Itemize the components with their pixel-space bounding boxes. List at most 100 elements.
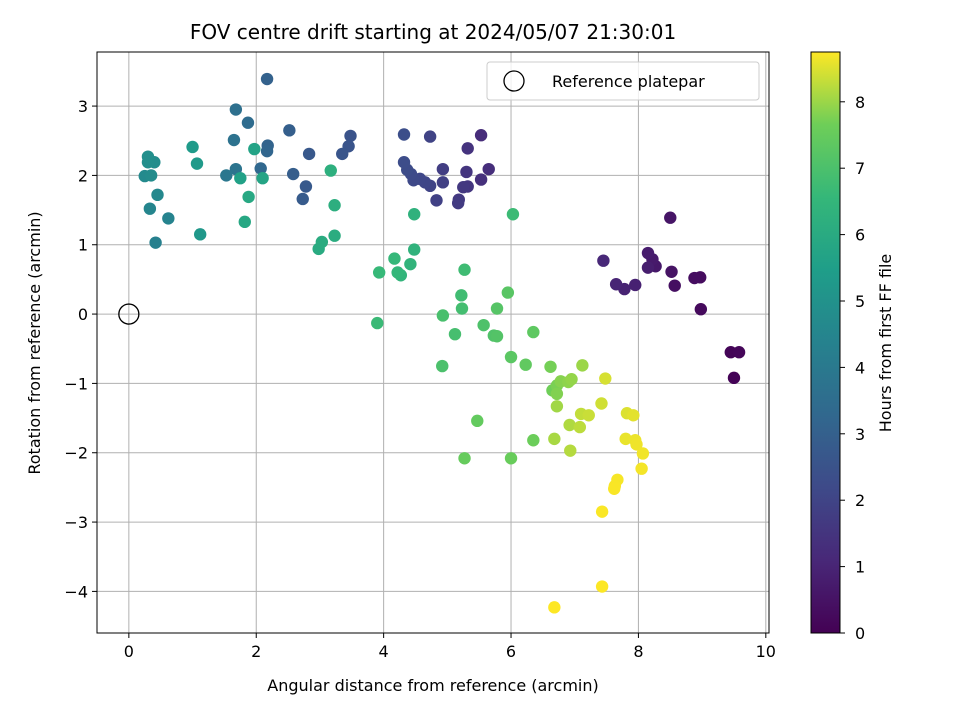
scatter-point <box>490 330 504 343</box>
y-tick-label: −3 <box>64 513 88 532</box>
scatter-point <box>408 208 421 221</box>
scatter-point <box>436 176 450 189</box>
scatter-point <box>227 133 241 147</box>
scatter-point <box>595 580 609 593</box>
scatter-point <box>482 162 495 176</box>
scatter-point <box>436 309 450 322</box>
scatter-point <box>430 194 443 207</box>
x-tick-label: 8 <box>633 642 643 661</box>
scatter-point <box>193 228 207 241</box>
scatter-point <box>544 360 557 373</box>
scatter-point <box>501 286 515 299</box>
scatter-point <box>609 278 623 291</box>
scatter-point <box>455 302 469 315</box>
scatter-point <box>141 150 155 163</box>
scatter-point <box>336 147 349 161</box>
colorbar-tick-label: 5 <box>855 292 865 311</box>
scatter-point <box>408 243 421 256</box>
scatter-point <box>242 190 255 204</box>
colorbar-tick-label: 6 <box>855 226 865 245</box>
grid-lines <box>97 52 769 633</box>
scatter-point <box>565 373 578 386</box>
scatter-point <box>548 432 561 446</box>
scatter-point <box>423 130 437 143</box>
colorbar-ticks: 0 1 2 3 4 5 6 7 8 <box>840 93 865 643</box>
y-tick-label: −4 <box>64 582 88 601</box>
scatter-point <box>636 447 650 460</box>
x-axis-title: Angular distance from reference (arcmin) <box>267 676 598 695</box>
scatter-point <box>220 169 233 182</box>
legend-box <box>486 61 760 101</box>
scatter-point <box>564 444 577 457</box>
scatter-point <box>595 505 609 518</box>
y-axis-ticks: −4 −3 −2 −1 0 1 2 3 <box>64 97 97 601</box>
scatter-point <box>458 263 471 276</box>
scatter-point <box>190 157 204 170</box>
colorbar-tick-label: 3 <box>855 425 865 444</box>
scatter-point <box>727 371 741 385</box>
scatter-point <box>302 147 316 161</box>
scatter-point <box>597 254 610 267</box>
scatter-point <box>635 462 648 475</box>
scatter-point <box>328 229 341 242</box>
y-tick-label: 0 <box>78 305 88 324</box>
scatter-point <box>474 173 488 186</box>
x-tick-label: 6 <box>506 642 516 661</box>
scatter-point <box>506 208 520 221</box>
scatter-point <box>344 129 357 143</box>
x-axis-ticks: 0 2 4 6 8 10 <box>124 633 776 661</box>
scatter-point <box>162 212 175 225</box>
scatter-point <box>328 199 341 212</box>
y-tick-label: −1 <box>64 374 88 393</box>
scatter-point <box>283 124 296 137</box>
scatter-point <box>248 142 261 156</box>
scatter-point <box>260 144 274 158</box>
chart-title: FOV centre drift starting at 2024/05/07 … <box>190 20 676 44</box>
scatter-point <box>451 196 465 210</box>
colorbar-title: Hours from first FF file <box>876 254 895 433</box>
scatter-point <box>186 140 199 154</box>
scatter-point <box>474 129 488 142</box>
scatter-point <box>296 192 309 206</box>
scatter-point <box>582 409 595 422</box>
y-tick-label: 2 <box>78 166 88 185</box>
scatter-point <box>460 165 473 179</box>
y-tick-label: 1 <box>78 236 88 255</box>
scatter-point <box>576 359 589 372</box>
scatter-point <box>471 414 484 428</box>
scatter-point <box>229 103 243 116</box>
scatter-point <box>608 482 621 495</box>
scatter-point <box>299 180 313 193</box>
scatter-point <box>149 236 162 249</box>
scatter-point <box>457 181 470 194</box>
scatter-point <box>563 418 576 432</box>
scatter-point <box>254 162 267 175</box>
scatter-point <box>448 327 462 341</box>
data-points <box>138 72 746 614</box>
scatter-point <box>641 261 655 274</box>
scatter-point <box>391 266 404 279</box>
scatter-point <box>477 318 490 332</box>
scatter-point <box>143 202 157 215</box>
scatter-point <box>527 434 540 447</box>
scatter-point <box>238 215 251 229</box>
scatter-point <box>404 257 417 271</box>
scatter-point <box>688 271 701 285</box>
colorbar: 0 1 2 3 4 5 6 7 8 Hours from first FF file <box>810 51 895 643</box>
scatter-point <box>668 279 681 292</box>
y-axis-title: Rotation from reference (arcmin) <box>25 211 44 474</box>
scatter-point <box>151 188 164 202</box>
reference-platepar-marker <box>118 303 140 325</box>
scatter-point <box>260 72 274 86</box>
scatter-point <box>458 452 471 465</box>
scatter-point <box>550 400 564 413</box>
colorbar-tick-label: 1 <box>855 558 865 577</box>
scatter-point <box>241 116 255 129</box>
colorbar-tick-label: 7 <box>855 159 865 178</box>
scatter-point <box>527 325 540 339</box>
scatter-point <box>504 350 518 364</box>
scatter-point <box>286 167 300 181</box>
scatter-point <box>619 432 632 446</box>
scatter-point <box>573 420 587 434</box>
